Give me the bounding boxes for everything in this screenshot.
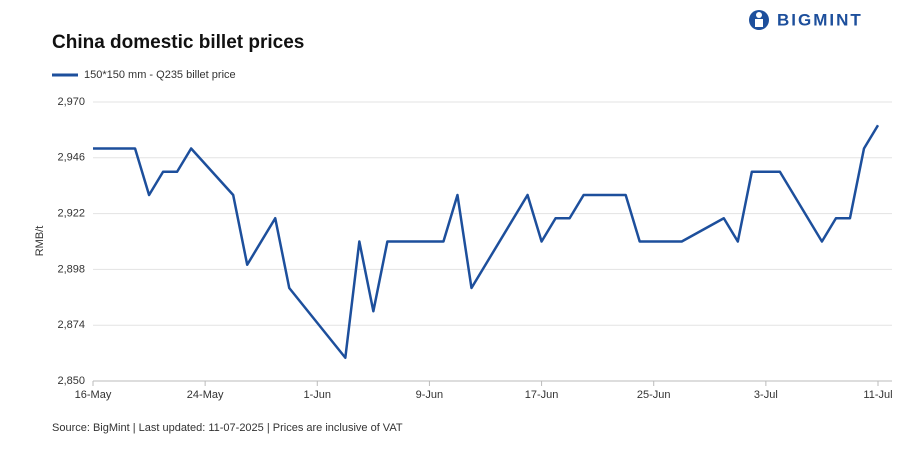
y-tick-label: 2,946 xyxy=(57,152,85,164)
legend-label: 150*150 mm - Q235 billet price xyxy=(84,69,236,81)
x-tick-label: 11-Jul xyxy=(863,389,892,401)
x-tick-label: 17-Jun xyxy=(525,389,559,401)
x-tick-label: 24-May xyxy=(187,389,224,401)
x-tick-label: 1-Jun xyxy=(304,389,332,401)
brand: BIGMINT xyxy=(777,10,863,29)
y-axis-label: RMB/t xyxy=(34,226,46,257)
y-tick-label: 2,850 xyxy=(57,375,85,387)
x-tick-label: 16-May xyxy=(75,389,112,401)
chart-title: China domestic billet prices xyxy=(52,32,304,53)
logo: BIGMINT xyxy=(749,10,863,30)
x-tick-label: 3-Jul xyxy=(754,389,778,401)
y-tick-label: 2,874 xyxy=(57,319,85,331)
y-tick-label: 2,970 xyxy=(57,96,85,108)
x-tick-label: 9-Jun xyxy=(416,389,444,401)
series-line xyxy=(93,124,880,359)
y-tick-label: 2,922 xyxy=(57,208,85,220)
x-tick-label: 25-Jun xyxy=(637,389,671,401)
source: Source: BigMint | Last updated: 11-07-20… xyxy=(52,422,403,434)
y-tick-label: 2,898 xyxy=(57,263,85,275)
